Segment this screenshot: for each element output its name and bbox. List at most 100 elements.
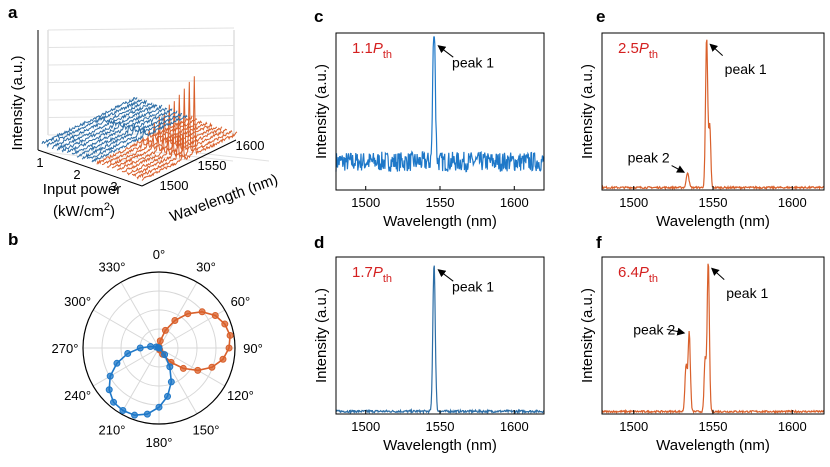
panel-label-c: c <box>314 7 323 26</box>
polar-point-0 <box>211 312 219 320</box>
back-wall-gridline <box>47 45 235 48</box>
annotation-arrow-e <box>709 43 723 57</box>
back-wall-gridline <box>47 115 235 118</box>
polar-outer-circle <box>82 271 236 425</box>
annotation-f: peak 2 <box>633 321 675 337</box>
waterfall-spectrum <box>56 102 153 151</box>
waterfall-spectrum <box>111 113 208 169</box>
a-power-unit-superscript: 2 <box>104 201 110 213</box>
a-power-unit-close: ) <box>110 203 115 220</box>
polar-point-1 <box>136 344 144 352</box>
annotation-e: peak 1 <box>725 61 767 77</box>
polar-angle-label: 90° <box>243 341 263 356</box>
polar-point-1 <box>105 386 113 394</box>
x-axis-label-f: Wavelength (nm) <box>656 437 770 454</box>
power-subscript: th <box>383 273 392 285</box>
polar-angle-label: 240° <box>64 388 91 403</box>
waterfall-spectrum <box>71 107 168 155</box>
waterfall-spectrum <box>86 112 183 159</box>
spectrum-line-c <box>335 36 545 173</box>
x-tick-label-c: 1500 <box>351 195 380 210</box>
wavelength-tick-label: 1500 <box>160 178 189 193</box>
polar-point-1 <box>106 372 114 380</box>
power-value: 1.7 <box>352 264 373 281</box>
polar-grid <box>82 271 236 425</box>
spectrum-line-f <box>601 263 825 415</box>
annotation-f: peak 1 <box>726 285 768 301</box>
y-axis-label-e: Intensity (a.u.) <box>579 64 596 159</box>
panel-f-spectrum: f 1500 1550 1600 Wavelength (nm) Intensity (a… <box>579 233 825 454</box>
polar-point-0 <box>194 366 202 374</box>
waterfall-spectrum <box>121 101 217 173</box>
x-tick-label-d: 1550 <box>426 419 455 434</box>
polar-angle-label: 0° <box>153 247 165 262</box>
a-z-axis-label: Intensity (a.u.) <box>9 55 26 150</box>
polar-point-0 <box>219 355 227 363</box>
polar-angle-label: 330° <box>99 260 126 275</box>
power-value: 6.4 <box>618 264 639 281</box>
annotation-arrow-d <box>437 269 454 282</box>
back-wall-gridline <box>47 62 235 66</box>
waterfall-spectrum <box>106 116 203 168</box>
wavelength-tick-label: 1550 <box>198 158 227 173</box>
waterfall-spectrum <box>76 108 173 158</box>
annotation-arrow-c <box>437 45 454 58</box>
polar-point-1 <box>113 359 121 367</box>
x-tick-label-d: 1500 <box>351 419 380 434</box>
power-symbol: P <box>373 40 383 57</box>
polar-angle-label: 180° <box>146 435 173 450</box>
polar-angle-label: 150° <box>193 422 220 437</box>
spectrum-line-d <box>335 265 545 415</box>
polar-grid-spoke <box>92 347 160 387</box>
polar-point-1 <box>161 351 169 359</box>
annotation-c: peak 1 <box>452 55 494 71</box>
polar-point-0 <box>184 310 192 318</box>
polar-angle-labels: 0° 30° 60° 90° 120° 150° 180° 210° 240° 270° 300° 3… <box>52 247 263 450</box>
polar-angle-label: 60° <box>231 294 251 309</box>
back-wall-gridline <box>47 80 235 83</box>
polar-point-0 <box>179 364 187 372</box>
floor-gridline <box>188 151 270 162</box>
annotation-e: peak 2 <box>628 150 670 166</box>
polar-point-0 <box>221 320 229 328</box>
spectrum-line-e <box>601 39 825 191</box>
polar-grid-spoke <box>92 309 160 349</box>
polar-point-0 <box>226 331 234 339</box>
x-tick-label-f: 1500 <box>619 419 648 434</box>
y-axis-label-d: Intensity (a.u.) <box>313 288 330 383</box>
back-wall-gridline <box>47 27 235 31</box>
polar-point-1 <box>155 344 163 352</box>
power-label-e: 2.5Pth <box>618 40 658 61</box>
power-subscript: th <box>383 49 392 61</box>
power-subscript: th <box>649 49 658 61</box>
polar-grid-spoke <box>120 281 160 349</box>
panel-label-a: a <box>8 3 18 22</box>
annotation-d: peak 1 <box>452 279 494 295</box>
waterfall-spectrum <box>126 94 223 176</box>
panel-label-f: f <box>596 233 602 252</box>
polar-grid-spoke <box>158 347 198 415</box>
polar-point-1 <box>166 363 174 371</box>
power-label-f: 6.4Pth <box>618 264 658 285</box>
polar-point-1 <box>164 392 172 400</box>
polar-point-0 <box>198 308 206 316</box>
polar-point-1 <box>167 378 175 386</box>
polar-point-0 <box>208 363 216 371</box>
waterfall-spectrum <box>51 99 148 149</box>
polar-series <box>105 308 234 419</box>
polar-point-1 <box>143 410 151 418</box>
x-tick-label-c: 1550 <box>426 195 455 210</box>
power-symbol: P <box>373 264 383 281</box>
x-tick-label-e: 1550 <box>699 195 728 210</box>
power-tick-label: 3 <box>110 179 117 194</box>
wavelength-tick-label: 1600 <box>236 138 265 153</box>
a-power-ticks: 1 2 3 <box>36 155 117 194</box>
y-axis-label-c: Intensity (a.u.) <box>313 64 330 159</box>
polar-angle-label: 30° <box>196 260 216 275</box>
x-tick-label-f: 1600 <box>778 419 807 434</box>
power-symbol: P <box>639 40 649 57</box>
panel-label-b: b <box>8 230 18 249</box>
